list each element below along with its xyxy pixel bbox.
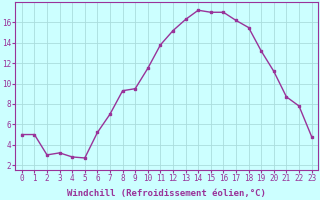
X-axis label: Windchill (Refroidissement éolien,°C): Windchill (Refroidissement éolien,°C) bbox=[67, 189, 266, 198]
